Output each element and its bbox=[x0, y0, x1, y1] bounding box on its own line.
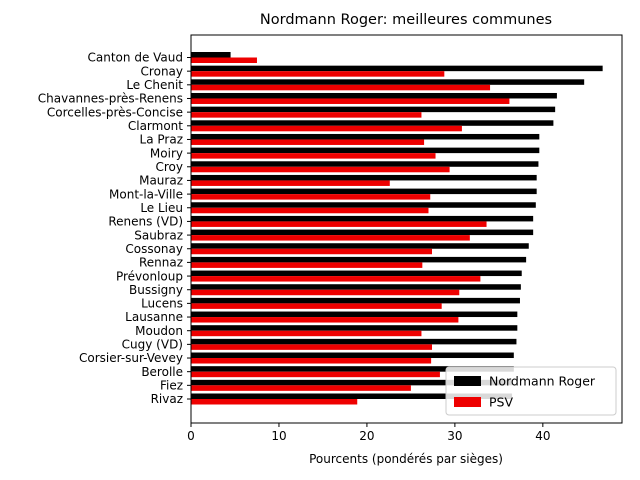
bar-psv bbox=[191, 98, 510, 104]
bar-nordmann-roger bbox=[191, 52, 231, 58]
bar-psv bbox=[191, 221, 487, 227]
y-tick-label: Berolle bbox=[141, 365, 183, 379]
x-tick-label: 20 bbox=[359, 429, 374, 443]
bar-nordmann-roger bbox=[191, 352, 514, 359]
y-tick-label: Fiez bbox=[160, 379, 183, 393]
bar-nordmann-roger bbox=[191, 188, 537, 195]
bar-psv bbox=[191, 207, 429, 214]
bar-psv bbox=[191, 344, 433, 350]
plot-frame bbox=[190, 34, 623, 424]
y-tick-label: Prévonloup bbox=[116, 269, 183, 283]
bars-group bbox=[191, 52, 603, 405]
bar-psv bbox=[191, 180, 390, 186]
x-tick-label: 10 bbox=[271, 429, 286, 443]
bar-nordmann-roger bbox=[191, 92, 557, 99]
legend: Nordmann Roger PSV bbox=[445, 366, 617, 416]
y-tick-label: Cugy (VD) bbox=[122, 338, 183, 352]
y-tick-label: Bussigny bbox=[129, 283, 183, 297]
y-tick-label: Le Lieu bbox=[140, 201, 183, 215]
y-tick-label: Moiry bbox=[150, 146, 183, 160]
bar-psv bbox=[191, 303, 442, 309]
bar-nordmann-roger bbox=[191, 65, 603, 72]
bar-psv bbox=[191, 112, 422, 118]
y-tick-label: Corsier-sur-Vevey bbox=[79, 351, 183, 365]
x-tick-label: 30 bbox=[447, 429, 462, 443]
bar-nordmann-roger bbox=[191, 243, 529, 249]
y-tick-label: Mauraz bbox=[139, 174, 183, 188]
y-tick-label: Canton de Vaud bbox=[88, 51, 183, 65]
bar-nordmann-roger bbox=[191, 174, 537, 181]
bar-psv bbox=[191, 262, 423, 268]
bar-psv bbox=[191, 57, 257, 63]
y-tick-label: Croy bbox=[156, 160, 184, 174]
bar-nordmann-roger bbox=[191, 256, 527, 263]
y-tick-label: Cossonay bbox=[125, 242, 183, 256]
bar-psv bbox=[191, 371, 440, 378]
y-tick-label: Lucens bbox=[141, 297, 183, 311]
bar-psv bbox=[191, 330, 422, 337]
x-axis-label: Pourcents (pondérés par sièges) bbox=[309, 452, 503, 466]
bar-psv bbox=[191, 139, 425, 145]
y-tick-label: Chavannes-près-Renens bbox=[38, 92, 183, 106]
legend-swatch bbox=[454, 376, 481, 386]
bar-psv bbox=[191, 194, 431, 200]
bar-nordmann-roger bbox=[191, 325, 518, 331]
bar-nordmann-roger bbox=[191, 393, 513, 399]
y-tick-label: Clarmont bbox=[128, 119, 183, 133]
bar-nordmann-roger bbox=[191, 133, 540, 140]
legend-swatch bbox=[454, 397, 481, 407]
y-tick-label: Lausanne bbox=[125, 310, 183, 324]
bar-nordmann-roger bbox=[191, 215, 534, 222]
x-tick-label: 40 bbox=[535, 429, 550, 443]
bar-psv bbox=[191, 358, 432, 364]
bar-nordmann-roger bbox=[191, 297, 520, 304]
bar-nordmann-roger bbox=[191, 79, 585, 85]
y-tick-label: Rivaz bbox=[151, 392, 183, 406]
y-tick-label: Cronay bbox=[141, 64, 183, 78]
bar-nordmann-roger bbox=[191, 366, 514, 372]
y-tick-label: Saubraz bbox=[134, 228, 183, 242]
bar-psv bbox=[191, 385, 411, 391]
y-tick-label: Renens (VD) bbox=[108, 215, 183, 229]
bar-psv bbox=[191, 166, 450, 173]
bar-psv bbox=[191, 248, 433, 255]
bar-psv bbox=[191, 289, 460, 296]
y-tick-label: La Praz bbox=[140, 133, 183, 147]
y-tick-label: Rennaz bbox=[139, 256, 183, 270]
bar-nordmann-roger bbox=[191, 229, 534, 236]
bar-nordmann-roger bbox=[191, 161, 539, 167]
y-tick-label: Mont-la-Ville bbox=[109, 187, 183, 201]
y-tick-label: Corcelles-près-Concise bbox=[47, 105, 183, 119]
legend-label: PSV bbox=[489, 395, 513, 410]
legend-box bbox=[445, 366, 617, 416]
bar-psv bbox=[191, 71, 445, 77]
bar-psv bbox=[191, 84, 491, 91]
bar-nordmann-roger bbox=[191, 120, 554, 126]
bar-psv bbox=[191, 235, 470, 241]
bar-nordmann-roger bbox=[191, 284, 521, 290]
bar-psv bbox=[191, 317, 459, 323]
bar-nordmann-roger bbox=[191, 270, 522, 277]
bar-psv bbox=[191, 399, 358, 405]
x-axis: 0 10 20 30 40 bbox=[187, 423, 550, 443]
bar-nordmann-roger bbox=[191, 338, 517, 345]
bar-nordmann-roger bbox=[191, 202, 536, 208]
bar-nordmann-roger bbox=[191, 311, 518, 318]
x-tick-label: 0 bbox=[187, 429, 195, 443]
chart-title: Nordmann Roger: meilleures communes bbox=[260, 12, 552, 28]
bar-psv bbox=[191, 153, 436, 159]
bar-nordmann-roger bbox=[191, 147, 540, 154]
bar-psv bbox=[191, 125, 462, 132]
bar-nordmann-roger bbox=[191, 106, 556, 113]
bar-psv bbox=[191, 276, 481, 282]
y-tick-label: Le Chenit bbox=[126, 78, 183, 92]
bar-nordmann-roger bbox=[191, 379, 513, 386]
legend-label: Nordmann Roger bbox=[489, 374, 596, 389]
y-tick-label: Moudon bbox=[135, 324, 183, 338]
